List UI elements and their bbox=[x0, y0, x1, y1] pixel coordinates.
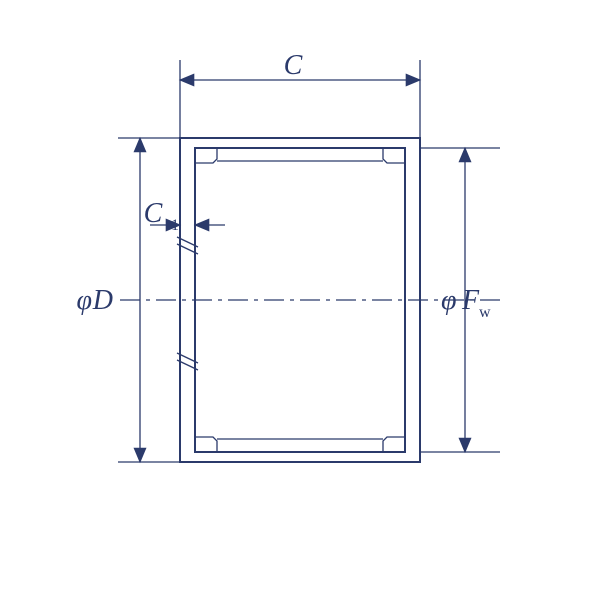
label-D-phi: φ bbox=[77, 285, 93, 316]
bearing-cross-section-diagram: CφDφFwC1 bbox=[0, 0, 600, 600]
label-Fw: F bbox=[461, 285, 480, 316]
label-C1: C bbox=[144, 198, 163, 229]
label-C1-sub: 1 bbox=[171, 217, 179, 234]
label-D: D bbox=[92, 285, 113, 316]
label-Fw-phi: φ bbox=[441, 285, 457, 316]
label-Fw-sub: w bbox=[479, 304, 491, 321]
label-C: C bbox=[284, 50, 303, 81]
